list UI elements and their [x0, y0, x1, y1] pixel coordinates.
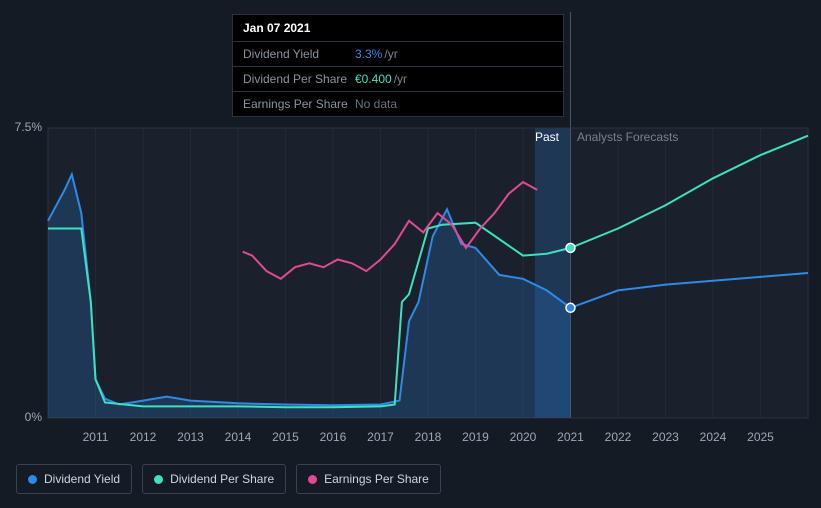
- tooltip-metric-unit: /yr: [384, 47, 397, 61]
- x-axis-tick-label: 2016: [320, 430, 347, 444]
- dividend-chart: Jan 07 2021 Dividend Yield3.3% /yrDivide…: [0, 0, 821, 508]
- x-axis-tick-label: 2022: [605, 430, 632, 444]
- tooltip-metric-unit: /yr: [394, 72, 407, 86]
- tooltip-date: Jan 07 2021: [233, 15, 563, 42]
- x-axis-tick-label: 2011: [83, 430, 109, 444]
- tooltip-metric-label: Dividend Yield: [243, 47, 355, 61]
- legend-dot-icon: [308, 475, 317, 484]
- x-axis-tick-label: 2021: [557, 430, 584, 444]
- legend-dot-icon: [154, 475, 163, 484]
- tooltip-metric-label: Dividend Per Share: [243, 72, 355, 86]
- chart-tooltip: Jan 07 2021 Dividend Yield3.3% /yrDivide…: [232, 14, 564, 117]
- x-axis-tick-label: 2019: [462, 430, 489, 444]
- tooltip-row: Dividend Yield3.3% /yr: [233, 42, 563, 67]
- tooltip-metric-value: 3.3%: [355, 47, 382, 61]
- legend-label: Dividend Per Share: [170, 472, 274, 486]
- x-axis-tick-label: 2025: [747, 430, 774, 444]
- x-axis-tick-label: 2017: [367, 430, 394, 444]
- x-axis-tick-label: 2023: [652, 430, 679, 444]
- x-axis-tick-label: 2015: [272, 430, 299, 444]
- legend-item-earnings-per-share[interactable]: Earnings Per Share: [296, 464, 441, 494]
- legend-item-dividend-per-share[interactable]: Dividend Per Share: [142, 464, 286, 494]
- tooltip-row: Dividend Per Share€0.400 /yr: [233, 67, 563, 92]
- x-axis-tick-label: 2020: [510, 430, 537, 444]
- legend-label: Dividend Yield: [44, 472, 120, 486]
- tooltip-metric-value: €0.400: [355, 72, 392, 86]
- legend-label: Earnings Per Share: [324, 472, 429, 486]
- legend-item-dividend-yield[interactable]: Dividend Yield: [16, 464, 132, 494]
- y-axis-tick-label: 7.5%: [15, 120, 42, 134]
- x-axis-tick-label: 2012: [130, 430, 157, 444]
- legend-dot-icon: [28, 475, 37, 484]
- chart-legend: Dividend Yield Dividend Per Share Earnings…: [16, 464, 441, 494]
- dividend-yield-marker: [566, 303, 575, 312]
- tooltip-row: Earnings Per ShareNo data: [233, 92, 563, 116]
- section-label-past: Past: [535, 130, 559, 144]
- x-axis-tick-label: 2014: [225, 430, 252, 444]
- y-axis-tick-label: 0%: [25, 410, 42, 424]
- section-label-forecast: Analysts Forecasts: [577, 130, 678, 144]
- tooltip-metric-label: Earnings Per Share: [243, 97, 355, 111]
- dividend-per-share-marker: [566, 243, 575, 252]
- tooltip-nodata: No data: [355, 97, 397, 111]
- x-axis-tick-label: 2018: [415, 430, 442, 444]
- x-axis-tick-label: 2024: [700, 430, 727, 444]
- x-axis-tick-label: 2013: [177, 430, 204, 444]
